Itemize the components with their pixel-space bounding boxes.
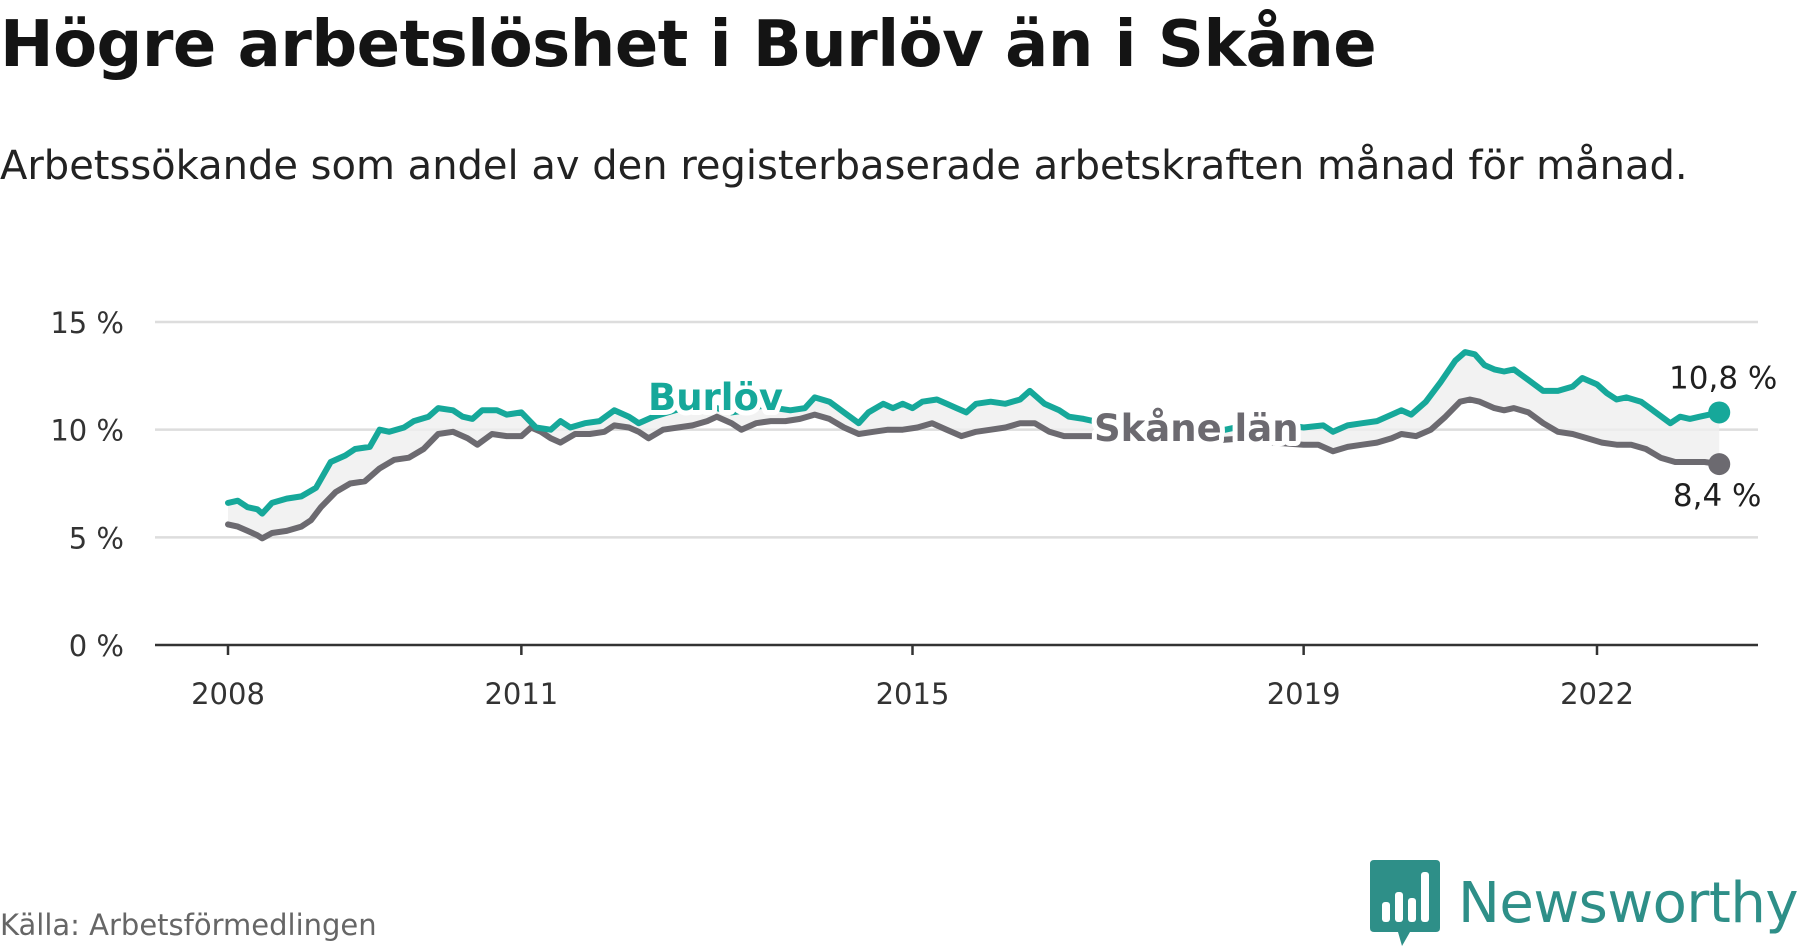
- x-tick-label-2019: 2019: [1267, 677, 1341, 711]
- y-tick-labels: 0 % 5 % 10 % 15 %: [50, 306, 124, 663]
- end-dot-burlov: [1708, 401, 1731, 424]
- x-tick-label-2015: 2015: [876, 677, 950, 711]
- end-value-burlov: 10,8 %: [1669, 360, 1777, 396]
- brand-name: Newsworthy: [1458, 870, 1799, 936]
- x-tick-label-2022: 2022: [1560, 677, 1634, 711]
- bar-chart-speech-icon: [1370, 860, 1440, 946]
- chart-title: Högre arbetslöshet i Burlöv än i Skåne: [0, 8, 1377, 82]
- end-markers: 10,8 % 8,4 %: [1669, 360, 1777, 514]
- y-tick-label-15: 15 %: [50, 306, 124, 340]
- y-tick-label-0: 0 %: [69, 629, 124, 663]
- series-lines: [225, 349, 1723, 542]
- x-tick-label-2011: 2011: [484, 677, 558, 711]
- brand-logo: Newsworthy: [1368, 858, 1799, 948]
- series-line-burlov: [225, 349, 1723, 517]
- series-line-skane-lan: [225, 396, 1723, 542]
- series-label-skane-lan: Skåne län: [1094, 407, 1299, 450]
- y-tick-label-10: 10 %: [50, 414, 124, 448]
- end-value-skane-lan: 8,4 %: [1673, 478, 1762, 514]
- y-tick-label-5: 5 %: [69, 521, 124, 555]
- series-labels: Burlöv Skåne län: [643, 371, 1304, 455]
- series-label-burlov: Burlöv: [648, 376, 783, 419]
- end-dot-skane-lan: [1708, 453, 1731, 476]
- difference-band: [228, 352, 1720, 539]
- axes: [155, 643, 1758, 655]
- line-chart: 0 % 5 % 10 % 15 % 2008 2011 2015 2019 2022 Burl…: [50, 306, 1777, 711]
- chart-subtitle: Arbetssökande som andel av den registerb…: [0, 143, 1688, 189]
- source-note: Källa: Arbetsförmedlingen: [0, 908, 377, 942]
- x-tick-label-2008: 2008: [191, 677, 265, 711]
- x-tick-labels: 2008 2011 2015 2019 2022: [191, 677, 1634, 711]
